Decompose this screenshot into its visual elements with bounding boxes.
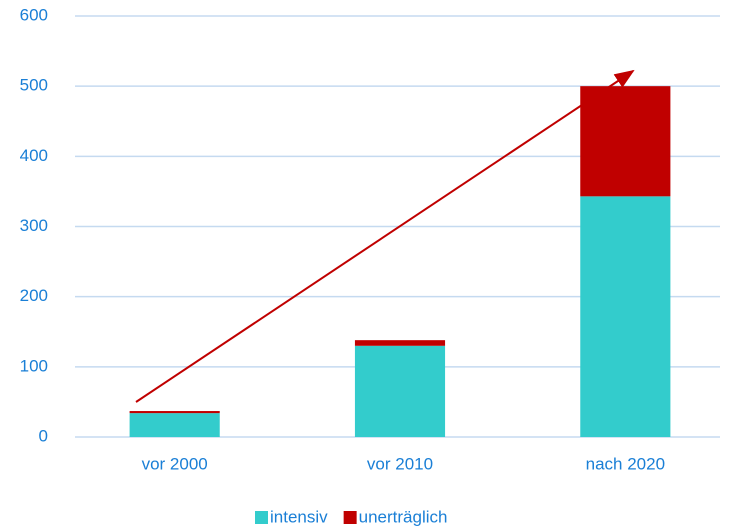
bar-segment: [580, 196, 671, 437]
legend-swatch: [343, 511, 357, 524]
labels: 0 100 200 300 400 500 600 vor 2000 vor 2010 nach …: [20, 5, 665, 526]
y-tick-label: 0: [39, 426, 48, 445]
bar-segment: [354, 340, 446, 346]
bars: [129, 86, 671, 437]
trend-arrow: [135, 69, 635, 403]
y-tick-label: 500: [20, 76, 48, 95]
y-tick-label: 600: [20, 5, 48, 24]
y-tick-label: 300: [20, 216, 48, 235]
grid: [75, 15, 720, 438]
legend-label: intensiv: [270, 507, 328, 526]
legend-swatch: [255, 511, 268, 524]
x-tick-label: nach 2020: [586, 454, 665, 473]
y-tick-label: 400: [20, 146, 48, 165]
legend-label: unerträglich: [359, 507, 448, 526]
bar-segment: [129, 411, 220, 414]
bar-segment: [580, 86, 671, 197]
x-tick-label: vor 2000: [142, 454, 208, 473]
x-tick-label: vor 2010: [367, 454, 433, 473]
y-tick-label: 200: [20, 286, 48, 305]
y-tick-label: 100: [20, 356, 48, 375]
bar-segment: [354, 345, 446, 437]
bar-segment: [129, 413, 220, 437]
